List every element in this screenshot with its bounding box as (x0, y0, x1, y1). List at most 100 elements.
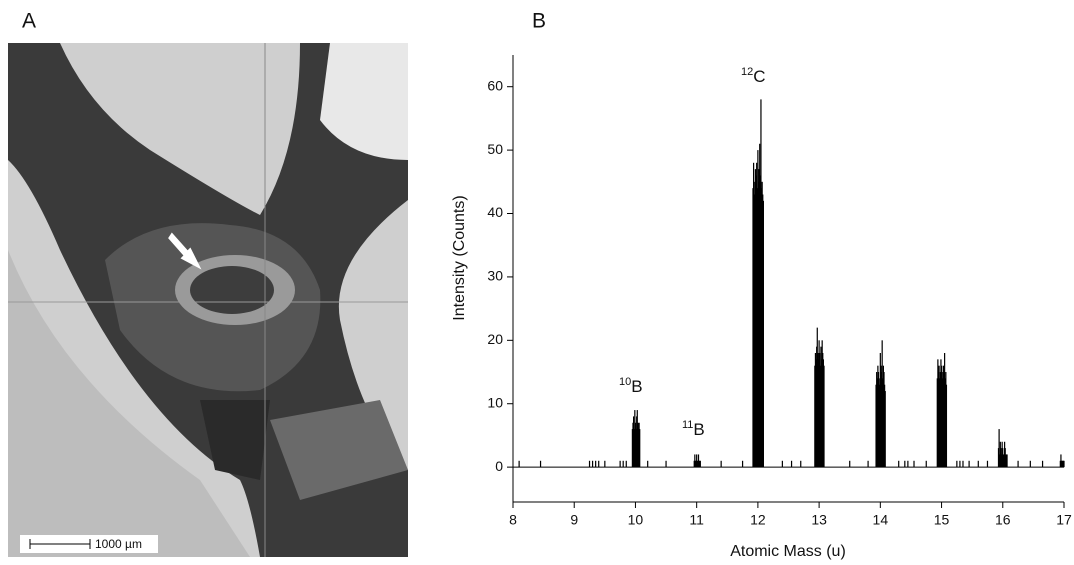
bar (1060, 460, 1063, 468)
bar (1017, 460, 1019, 468)
x-tick-label: 13 (811, 512, 827, 528)
bar (762, 194, 764, 468)
bar (754, 169, 757, 468)
x-tick-label: 16 (995, 512, 1011, 528)
bar (884, 384, 886, 468)
bar (1000, 448, 1002, 468)
bar (762, 200, 764, 468)
bar (867, 460, 869, 468)
bar (757, 181, 760, 468)
bar (876, 372, 878, 468)
bar (942, 365, 944, 468)
y-axis-title: Intensity (Counts) (451, 195, 468, 320)
bar (619, 460, 621, 468)
bar (636, 410, 638, 468)
bar (1060, 454, 1062, 468)
bar (631, 429, 633, 468)
bar (754, 194, 756, 468)
bar (1005, 454, 1007, 468)
bar (1005, 454, 1008, 468)
bar (647, 460, 649, 468)
bar (1002, 454, 1004, 468)
bar (699, 460, 701, 468)
bar (945, 384, 948, 468)
x-tick-label: 11 (689, 512, 704, 528)
bar (591, 460, 594, 468)
bar (817, 359, 820, 468)
bar (638, 422, 640, 468)
bar (637, 422, 639, 468)
bar (1004, 448, 1006, 468)
bar (939, 378, 941, 468)
bar (759, 175, 761, 468)
x-tick-label: 10 (628, 512, 644, 528)
bar (944, 378, 946, 468)
bar (604, 460, 606, 468)
bar (518, 460, 520, 468)
bar (879, 353, 881, 468)
bar (699, 460, 701, 468)
annotation-text: C (753, 67, 765, 86)
bar (720, 460, 722, 468)
annotation-sup: 12 (741, 66, 753, 78)
bar (1062, 460, 1064, 468)
bar (884, 391, 886, 468)
bar (753, 162, 755, 468)
bar (819, 353, 821, 468)
bar (695, 460, 697, 468)
annotation-sup: 10 (619, 376, 631, 388)
bar (639, 429, 641, 468)
bar (1062, 460, 1064, 468)
bar (962, 460, 964, 468)
bar (879, 384, 881, 468)
bar (878, 378, 880, 468)
bar (913, 460, 915, 468)
bar (883, 372, 885, 468)
bar (945, 372, 947, 468)
bar (940, 359, 942, 468)
bar (625, 460, 627, 468)
bar (781, 460, 783, 468)
bar (944, 353, 946, 468)
bar (694, 460, 697, 468)
bar (998, 429, 1000, 468)
x-tick-label: 12 (750, 512, 766, 528)
bar (941, 378, 943, 468)
y-tick-label: 60 (487, 77, 503, 93)
bar (632, 422, 634, 468)
bar (760, 99, 762, 468)
bar (940, 365, 943, 468)
bar (820, 346, 822, 468)
bar (694, 454, 696, 468)
bar (665, 460, 667, 468)
bar (876, 378, 878, 468)
annotation: 12C (741, 66, 766, 87)
bar (816, 346, 818, 468)
bar (817, 353, 819, 468)
bar (588, 460, 591, 468)
bar (755, 175, 757, 468)
bar (818, 340, 820, 468)
bar (1063, 460, 1065, 468)
bar (943, 372, 945, 468)
bar (622, 460, 624, 468)
bar (1003, 454, 1005, 468)
bar (636, 416, 638, 468)
bar (760, 188, 763, 468)
bar (753, 181, 755, 468)
bar (880, 372, 883, 468)
bar (1029, 460, 1031, 468)
bar (1006, 454, 1008, 468)
bar (822, 359, 824, 468)
y-tick-label: 20 (487, 331, 503, 347)
bar (741, 460, 744, 468)
bar (877, 372, 880, 468)
bar (875, 384, 877, 468)
bar (1001, 441, 1003, 468)
y-tick-label: 30 (487, 268, 503, 284)
bar (937, 372, 940, 468)
bar (849, 460, 851, 468)
bar (968, 460, 970, 468)
panel-label: B (532, 10, 546, 33)
